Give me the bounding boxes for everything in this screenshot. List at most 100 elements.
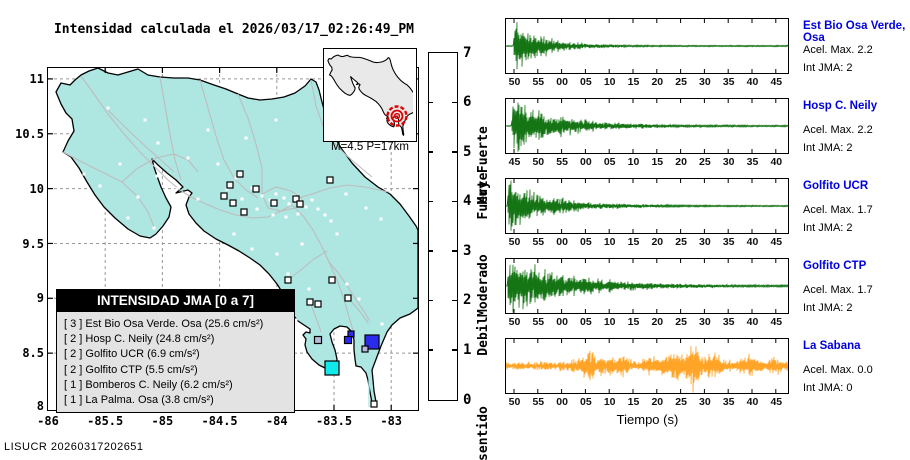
seismogram-time-tick: 30 <box>699 396 711 408</box>
legend-entries: [ 3 ] Est Bio Osa Verde. Osa (25.6 cm/s²… <box>57 312 294 412</box>
colorbar-tick-label: 7 <box>463 44 472 61</box>
latitude-tick-label: 9 <box>36 291 44 306</box>
legend-entry: [ 1 ] Bomberos C. Neily (6.2 cm/s²) <box>64 378 233 391</box>
seismogram-time-tick: 15 <box>627 236 640 248</box>
longitude-tick-label: -85 <box>151 414 174 428</box>
colorbar-tick-label: 3 <box>463 242 472 259</box>
colorbar-tick <box>428 200 433 203</box>
longitude-tick-label: -85.5 <box>87 414 124 428</box>
intensity-1-marker <box>313 335 323 345</box>
epicenter-inset-map <box>327 54 415 136</box>
intensity-1-marker <box>361 345 369 353</box>
intensity-category-label: Debil <box>476 316 491 357</box>
colorbar-tick-label: 2 <box>463 292 472 309</box>
latitude-tick-label: 10.5 <box>15 126 44 141</box>
time-axis-label: Tiempo (s) <box>616 412 679 427</box>
latitude-tick-label: 8.5 <box>22 346 44 361</box>
seismogram-time-tick: 20 <box>651 76 664 88</box>
seismogram-time-tick: 00 <box>556 316 568 328</box>
seismogram-time-tick: 50 <box>508 396 521 408</box>
seismogram-time-tick: 30 <box>699 316 711 328</box>
latitude-tick-label: 11 <box>29 72 44 86</box>
seismogram-time-tick: 10 <box>603 76 616 88</box>
seismogram-time-tick: 20 <box>651 236 664 248</box>
colorbar-tick <box>452 250 457 252</box>
intensity-category-label: No sentido <box>476 405 491 460</box>
seismogram-time-tick: 10 <box>603 236 616 248</box>
seismogram-time-tick: 40 <box>746 396 759 408</box>
seismogram-time-tick: 25 <box>675 396 687 408</box>
colorbar-tick <box>428 250 433 252</box>
seismogram-time-tick: 40 <box>746 76 759 88</box>
seismogram-time-tick: 20 <box>651 396 664 408</box>
seismogram-time-tick: 35 <box>722 236 735 248</box>
station-int-jma: Int JMA: 2 <box>803 62 853 74</box>
seismogram-time-tick: 05 <box>580 396 592 408</box>
seismogram-time-tick: 45 <box>508 156 521 168</box>
seismogram-time-tick: 50 <box>508 76 521 88</box>
colorbar-tick-label: 6 <box>463 94 472 111</box>
colorbar-tick <box>428 151 433 153</box>
seismogram-time-tick: 35 <box>722 76 735 88</box>
seismogram-time-tick: 05 <box>580 316 592 328</box>
latitude-tick-label: 9.5 <box>22 236 44 251</box>
seismogram-panel <box>505 18 789 74</box>
colorbar-tick <box>428 349 433 351</box>
seismogram-panel <box>505 178 789 234</box>
colorbar-tick-label: 4 <box>463 193 472 210</box>
colorbar-tick-label: 5 <box>463 143 472 160</box>
seismogram-time-tick: 00 <box>580 156 592 168</box>
station-accel-max: Acel. Max. 2.2 <box>803 124 873 136</box>
costa-rica-landmass <box>55 68 418 408</box>
station-accel-max: Acel. Max. 2.2 <box>803 44 873 56</box>
seismogram-time-tick: 35 <box>746 156 759 168</box>
seismogram-time-tick: 30 <box>699 76 711 88</box>
seismogram-time-tick: 45 <box>770 316 783 328</box>
seismogram-time-tick: 45 <box>770 76 783 88</box>
seismogram-time-tick: 15 <box>627 396 640 408</box>
seismogram-time-tick: 20 <box>651 316 664 328</box>
seismogram-time-tick: 40 <box>746 316 759 328</box>
inset-map <box>323 48 417 142</box>
colorbar-tick <box>428 299 433 302</box>
intensity-category-label: Fuerte <box>476 172 491 220</box>
seismogram-time-tick: 10 <box>603 316 616 328</box>
inset-landmass <box>327 54 415 136</box>
station-name: Est Bio Osa Verde, Osa <box>803 20 906 44</box>
seismogram-time-tick: 50 <box>508 236 521 248</box>
station-int-jma: Int JMA: 0 <box>803 382 853 394</box>
waveform-2 <box>506 99 788 153</box>
colorbar-tick <box>452 299 457 302</box>
intensity-colorbar <box>428 52 458 401</box>
seismogram-time-tick: 05 <box>580 236 592 248</box>
legend-entry: [ 2 ] Golfito UCR (6.9 cm/s²) <box>64 348 200 361</box>
magnitude-depth-caption: M=4.5 P=17km <box>331 141 409 153</box>
seismogram-time-tick: 15 <box>651 156 664 168</box>
intensity-3-marker <box>324 360 340 376</box>
legend-entry: [ 2 ] Hosp C. Neily (24.8 cm/s²) <box>64 333 215 346</box>
longitude-tick-label: -86 <box>37 414 59 428</box>
station-markers-not-felt <box>220 170 378 408</box>
figure-title: Intensidad calculada el 2026/03/17_02:26… <box>53 22 415 37</box>
colorbar-tick <box>452 101 457 104</box>
station-name: Golfito UCR <box>803 180 869 192</box>
seismogram-time-tick: 55 <box>532 316 545 328</box>
seismogram-time-tick: 10 <box>603 396 616 408</box>
seismogram-time-tick: 25 <box>699 156 711 168</box>
seismogram-time-tick: 10 <box>627 156 640 168</box>
colorbar-tick <box>452 200 457 203</box>
station-int-jma: Int JMA: 2 <box>803 302 853 314</box>
longitude-tick-label: -84 <box>265 414 288 428</box>
station-int-jma: Int JMA: 2 <box>803 142 853 154</box>
intensity-category-label: Moderado <box>476 254 491 317</box>
seismogram-panel <box>505 338 789 394</box>
seismogram-time-tick: 05 <box>603 156 616 168</box>
station-markers-felt <box>313 330 380 376</box>
seismogram-time-tick: 25 <box>675 236 687 248</box>
station-name: Hosp C. Neily <box>803 100 878 112</box>
seismogram-panel <box>505 258 789 314</box>
seismogram-time-tick: 00 <box>556 396 568 408</box>
seismogram-time-tick: 35 <box>722 396 735 408</box>
station-name: Golfito CTP <box>803 260 867 272</box>
